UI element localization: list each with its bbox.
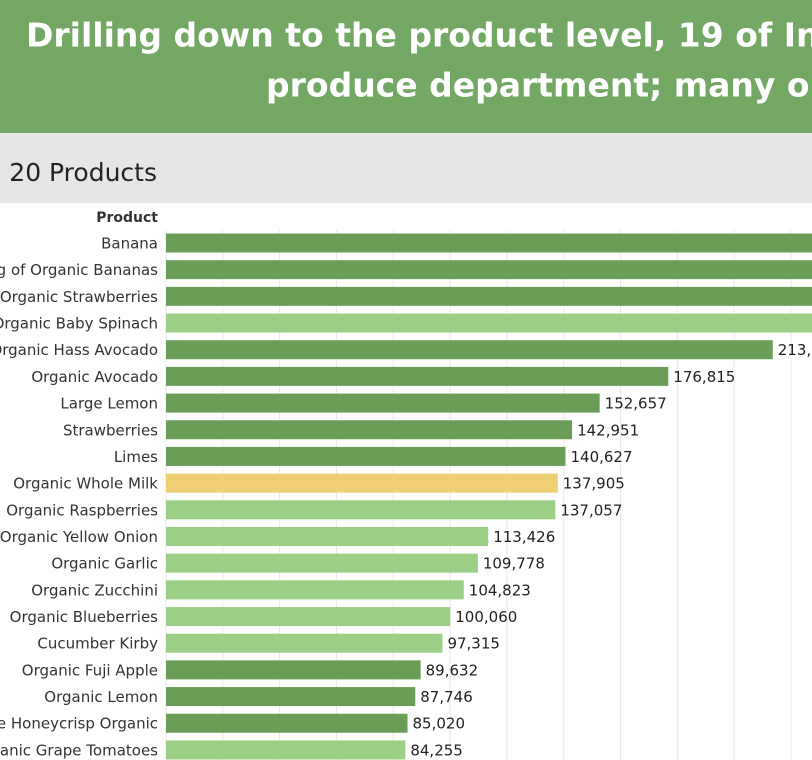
value-label: 104,823 xyxy=(469,581,531,599)
header-line: produce department; many o xyxy=(266,66,810,105)
bar xyxy=(166,260,812,280)
category-label: Banana xyxy=(101,235,158,253)
value-label: 85,020 xyxy=(413,715,466,733)
header-line: Drilling down to the product level, 19 o… xyxy=(26,16,812,55)
category-label: Cucumber Kirby xyxy=(37,635,158,653)
category-label: Organic Yellow Onion xyxy=(0,528,158,546)
category-label: Large Lemon xyxy=(60,395,158,413)
bar xyxy=(166,393,600,413)
header-band xyxy=(0,0,812,133)
value-label: 176,815 xyxy=(673,368,735,386)
category-label: Apple Honeycrisp Organic xyxy=(0,715,158,733)
category-label: Organic Blueberries xyxy=(10,608,159,626)
value-label: 137,905 xyxy=(563,475,625,493)
category-label: Organic Avocado xyxy=(31,368,158,386)
value-label: 109,778 xyxy=(483,555,545,573)
sheet-title: Top 20 Products xyxy=(0,158,157,187)
category-label: Organic Hass Avocado xyxy=(0,341,158,359)
value-label: 89,632 xyxy=(426,661,479,679)
bar xyxy=(166,500,556,520)
bar xyxy=(166,607,451,627)
bar xyxy=(166,553,478,573)
value-label: 113,426 xyxy=(493,528,555,546)
bar xyxy=(166,366,669,386)
bar xyxy=(166,446,566,466)
bar xyxy=(166,233,812,253)
category-label: Bag of Organic Bananas xyxy=(0,261,158,279)
value-label: 84,255 xyxy=(410,741,463,759)
category-label: Organic Whole Milk xyxy=(13,475,158,493)
category-label: Organic Fuji Apple xyxy=(22,661,158,679)
value-label: 142,951 xyxy=(577,421,639,439)
value-label: 140,627 xyxy=(570,448,632,466)
bar xyxy=(166,580,464,600)
bar xyxy=(166,660,421,680)
bar xyxy=(166,340,773,360)
category-label: Organic Baby Spinach xyxy=(0,315,158,333)
bar xyxy=(166,740,406,760)
value-label: 97,315 xyxy=(447,635,500,653)
category-label: Organic Raspberries xyxy=(6,501,158,519)
bar xyxy=(166,473,558,493)
category-label: Strawberries xyxy=(63,421,158,439)
value-label: 152,657 xyxy=(605,395,667,413)
bar xyxy=(166,713,408,733)
category-header: Product xyxy=(96,210,158,226)
bar xyxy=(166,286,812,306)
category-label: Organic Zucchini xyxy=(31,581,158,599)
bar xyxy=(166,313,812,333)
value-label: 213,584 xyxy=(778,341,812,359)
bar xyxy=(166,633,443,653)
category-label: Organic Grape Tomatoes xyxy=(0,741,158,759)
sheet-title-band xyxy=(0,133,812,203)
bar xyxy=(166,687,416,707)
category-label: Limes xyxy=(114,448,158,466)
category-label: Organic Garlic xyxy=(51,555,158,573)
category-label: Organic Strawberries xyxy=(0,288,158,306)
value-label: 87,746 xyxy=(420,688,473,706)
bar xyxy=(166,420,573,440)
bar xyxy=(166,526,489,546)
category-label: Organic Lemon xyxy=(44,688,158,706)
value-label: 137,057 xyxy=(560,501,622,519)
value-label: 100,060 xyxy=(455,608,517,626)
